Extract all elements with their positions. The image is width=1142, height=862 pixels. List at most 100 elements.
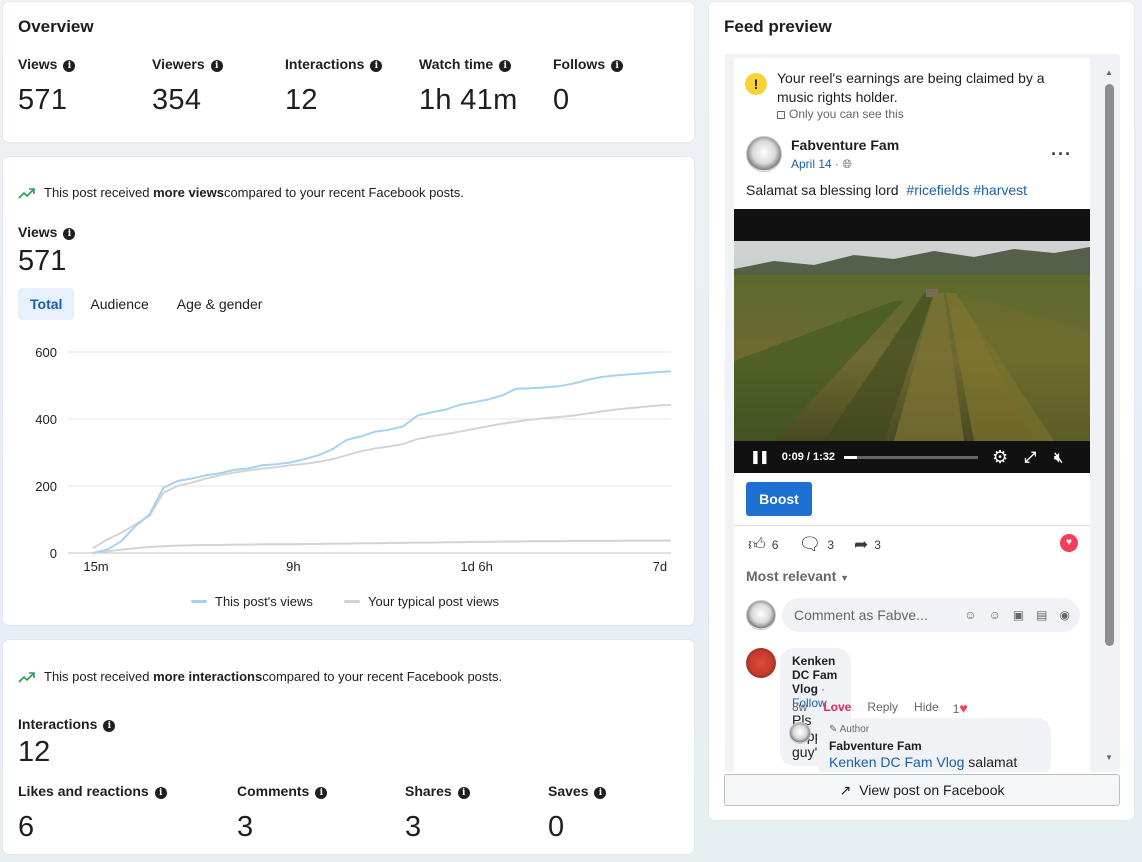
love-reaction-icon[interactable]: ♥: [1060, 534, 1078, 552]
fullscreen-icon[interactable]: ⤢: [1024, 448, 1037, 466]
series-line: [92, 539, 671, 554]
feed-preview-title: Feed preview: [724, 17, 832, 36]
emoji-icon[interactable]: ☺: [988, 608, 1001, 622]
video-frame: [734, 241, 1090, 441]
commenter-name[interactable]: Fabventure Fam: [829, 739, 922, 753]
stat-label: Saves: [548, 783, 589, 799]
trend-up-icon: [18, 187, 35, 199]
lock-icon: [777, 111, 785, 119]
info-icon[interactable]: i: [63, 60, 76, 72]
stat-follows: Follows i 0: [553, 56, 624, 117]
info-icon[interactable]: i: [315, 787, 328, 799]
scroll-up-icon[interactable]: ▲: [1105, 68, 1113, 77]
stat-label: Watch time: [419, 56, 494, 72]
mention-link[interactable]: Kenken DC Fam Vlog: [829, 754, 965, 770]
reaction-bar: 👍︎ 6 🗨︎ 3 ➦ 3: [748, 534, 881, 555]
boost-button[interactable]: Boost: [746, 482, 812, 516]
settings-icon[interactable]: ⚙: [992, 446, 1009, 467]
info-icon[interactable]: i: [210, 60, 223, 72]
warning-text: Your reel's earnings are being claimed b…: [777, 70, 1045, 105]
views-tabs: Total Audience Age & gender: [18, 288, 274, 320]
pause-icon[interactable]: ❚❚: [750, 449, 770, 464]
avatar[interactable]: [746, 648, 776, 678]
feed-preview-card: Feed preview ! Your reel's earnings are …: [709, 2, 1134, 820]
heart-icon: ♥: [959, 700, 968, 716]
stat-views: Views i 571: [18, 56, 76, 117]
stat-value: 12: [285, 84, 318, 116]
scroll-thumb[interactable]: [1105, 84, 1114, 646]
info-icon[interactable]: i: [611, 60, 624, 72]
views-label: Views: [18, 224, 58, 240]
tab-audience[interactable]: Audience: [90, 296, 149, 312]
info-icon[interactable]: i: [457, 787, 470, 799]
more-options-icon[interactable]: ···: [1051, 144, 1072, 164]
caret-down-icon: ▼: [840, 573, 850, 583]
stat-label: Views: [18, 56, 58, 72]
comment-input[interactable]: Comment as Fabve... ☺ ☺ ▣ ▤ ◉: [782, 598, 1080, 632]
views-notice: This post received more views compared t…: [18, 185, 464, 200]
series-line: [92, 370, 672, 554]
avatar-sticker-icon[interactable]: ☺: [964, 608, 977, 622]
video-player[interactable]: ❚❚ 0:09 / 1:32 ⚙ ⤢ 🔇︎: [734, 209, 1090, 473]
views-line-chart: 0 200 400 600 15m 9h 1d 6h 7d: [35, 345, 672, 574]
x-tick-label: 1d 6h: [460, 559, 493, 574]
video-progress-fill: [844, 455, 858, 459]
stat-watch-time: Watch time i 1h 41m: [419, 56, 518, 117]
commenter-name[interactable]: Kenken DC Fam Vlog: [792, 654, 838, 696]
comment-count: 3: [827, 537, 834, 552]
info-icon[interactable]: i: [103, 720, 116, 732]
post-caption: Salamat sa blessing lord #ricefields #ha…: [746, 182, 1028, 198]
comment-icon[interactable]: 🗨︎: [798, 534, 822, 554]
info-icon[interactable]: i: [154, 787, 167, 799]
avatar[interactable]: [746, 136, 782, 172]
sticker-icon[interactable]: ◉: [1059, 608, 1070, 622]
mute-icon[interactable]: 🔇︎: [1054, 448, 1063, 465]
hide-button[interactable]: Hide: [914, 700, 939, 714]
overview-card: Overview Views i 571 Viewers i 354 Interac…: [3, 2, 694, 142]
overview-title: Overview: [18, 17, 94, 36]
hashtags[interactable]: #ricefields #harvest: [906, 182, 1028, 198]
camera-icon[interactable]: ▣: [1012, 608, 1025, 622]
interactions-card: This post received more interactions com…: [3, 640, 694, 854]
x-tick-label: 15m: [83, 559, 108, 574]
x-tick-label: 9h: [286, 559, 300, 574]
stat-value: 1h 41m: [419, 84, 518, 116]
legend-swatch: [191, 600, 207, 603]
sort-comments-dropdown[interactable]: Most relevant ▼: [746, 568, 850, 584]
video-progress[interactable]: [844, 455, 978, 459]
stat-label: Follows: [553, 56, 606, 72]
video-thumbnail: [734, 241, 1090, 441]
stat-value: 3: [405, 811, 422, 843]
stat-value: 0: [548, 811, 565, 843]
stat-label: Shares: [405, 783, 452, 799]
follow-link[interactable]: · Follow: [792, 682, 827, 710]
comment-bubble: ✎ Author Fabventure Fam Kenken DC Fam Vl…: [817, 718, 1051, 772]
y-tick-label: 400: [35, 412, 57, 427]
info-icon[interactable]: i: [594, 787, 607, 799]
like-icon[interactable]: 👍︎: [748, 535, 766, 554]
author-name[interactable]: Fabventure Fam: [791, 136, 900, 153]
comment-time: 8w: [792, 700, 808, 714]
tab-age-gender[interactable]: Age & gender: [176, 296, 263, 312]
stat-likes: Likes and reactions i 6: [18, 783, 167, 844]
scroll-down-icon[interactable]: ▼: [1105, 753, 1113, 762]
comment-actions: 8w Love Reply Hide 1♥: [792, 700, 968, 716]
stat-viewers: Viewers i 354: [152, 56, 223, 117]
tab-total[interactable]: Total: [18, 288, 75, 320]
comment-item: Kenken DC Fam Vlog · Follow Pls support g…: [746, 648, 968, 766]
info-icon[interactable]: i: [63, 228, 76, 240]
reply-button[interactable]: Reply: [867, 700, 899, 714]
info-icon[interactable]: i: [370, 60, 383, 72]
avatar[interactable]: [789, 722, 811, 744]
scrollbar[interactable]: ▲ ▼: [1104, 68, 1114, 762]
y-tick-label: 600: [35, 345, 57, 360]
post-preview-frame[interactable]: ! Your reel's earnings are being claimed…: [725, 54, 1120, 772]
y-tick-label: 200: [35, 479, 57, 494]
series-line: [92, 403, 672, 549]
share-icon[interactable]: ➦: [854, 534, 869, 554]
info-icon[interactable]: i: [499, 60, 512, 72]
post-date[interactable]: April 14 ·: [791, 156, 840, 171]
gif-icon[interactable]: ▤: [1036, 608, 1048, 622]
love-button[interactable]: Love: [823, 700, 852, 714]
view-on-facebook-button[interactable]: ↗ View post on Facebook: [724, 774, 1120, 806]
